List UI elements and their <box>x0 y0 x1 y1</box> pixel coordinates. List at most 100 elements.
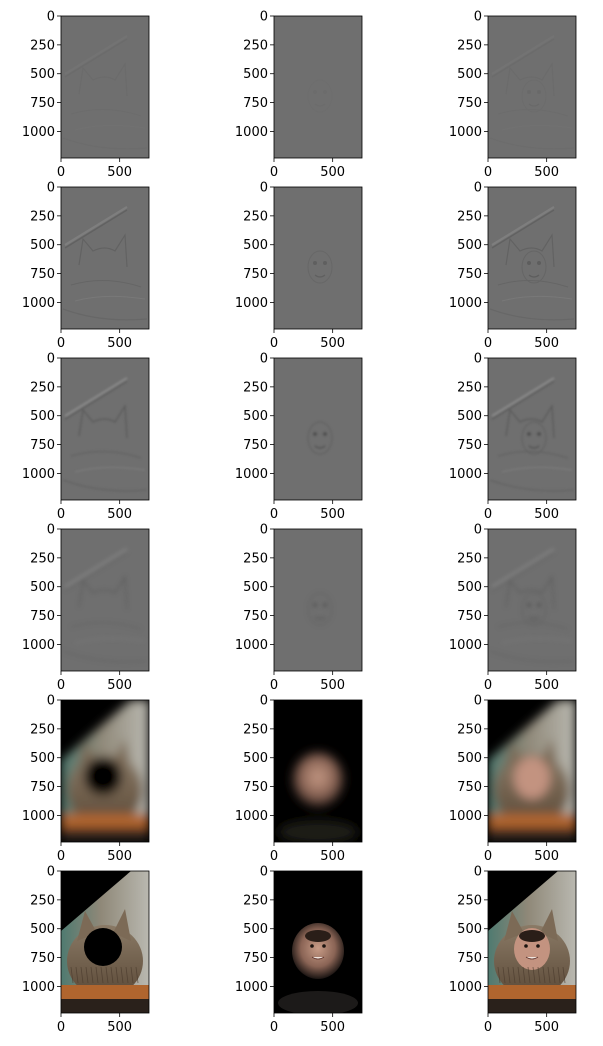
y-tick-label: 500 <box>243 751 268 766</box>
x-tick-label: 500 <box>107 678 132 693</box>
y-tick-label: 250 <box>243 722 268 737</box>
panel-r0-c0: 0 250 500 750 1000 0 500 <box>22 10 150 180</box>
y-tick-label: 1000 <box>449 638 482 653</box>
y-tick-label: 750 <box>457 96 482 111</box>
y-tick-label: 0 <box>260 10 268 25</box>
y-tick-label: 250 <box>243 209 268 224</box>
axes-frame <box>487 15 577 159</box>
x-tick-label: 0 <box>57 678 65 693</box>
x-tick-label: 0 <box>270 849 278 864</box>
panel-r2-c0: 0 250 500 750 1000 0 500 <box>22 352 150 522</box>
y-tick-label: 250 <box>243 893 268 908</box>
axes-frame <box>487 357 577 501</box>
panel-r1-c1: 0 250 500 750 1000 0 500 <box>235 181 363 351</box>
y-tick-label: 250 <box>243 38 268 53</box>
y-tick-label: 0 <box>260 352 268 367</box>
y-tick-label: 0 <box>474 10 482 25</box>
y-tick-label: 750 <box>30 96 55 111</box>
y-tick-label: 1000 <box>449 467 482 482</box>
y-tick-label: 1000 <box>22 638 55 653</box>
y-tick-label: 750 <box>243 267 268 282</box>
x-tick-label: 0 <box>484 507 492 522</box>
y-tick-label: 500 <box>243 67 268 82</box>
y-tick-label: 250 <box>457 380 482 395</box>
panel-r4-c2: 0 250 500 750 1000 0 500 <box>449 694 577 864</box>
y-tick-label: 500 <box>30 922 55 937</box>
panel-r3-c1: 0 250 500 750 1000 0 500 <box>235 523 363 693</box>
y-tick-label: 750 <box>30 780 55 795</box>
axes-frame <box>273 186 363 330</box>
x-tick-label: 500 <box>320 849 345 864</box>
y-tick-label: 0 <box>474 865 482 880</box>
y-tick-label: 1000 <box>235 296 268 311</box>
y-tick-label: 750 <box>457 609 482 624</box>
x-tick-label: 0 <box>484 678 492 693</box>
y-tick-label: 500 <box>243 922 268 937</box>
x-tick-label: 500 <box>107 336 132 351</box>
x-tick-label: 500 <box>107 1020 132 1035</box>
x-tick-label: 500 <box>320 165 345 180</box>
x-tick-label: 0 <box>270 507 278 522</box>
y-tick-label: 1000 <box>235 809 268 824</box>
y-tick-label: 500 <box>457 580 482 595</box>
axes-frame <box>60 186 150 330</box>
axes-frame <box>60 15 150 159</box>
y-tick-label: 1000 <box>449 980 482 995</box>
panel-r3-c2: 0 250 500 750 1000 0 500 <box>449 523 577 693</box>
y-tick-label: 750 <box>243 951 268 966</box>
panel-r5-c1: 0 250 500 750 1000 0 500 <box>235 865 363 1035</box>
y-tick-label: 1000 <box>235 980 268 995</box>
y-tick-label: 500 <box>457 67 482 82</box>
panel-r2-c2: 0 250 500 750 1000 0 500 <box>449 352 577 522</box>
x-tick-label: 0 <box>270 1020 278 1035</box>
y-tick-label: 500 <box>457 751 482 766</box>
axes-frame <box>273 870 363 1014</box>
panel-r4-c1: 0 250 500 750 1000 0 500 <box>235 694 363 864</box>
y-tick-label: 1000 <box>22 809 55 824</box>
y-tick-label: 750 <box>243 609 268 624</box>
y-tick-label: 500 <box>243 580 268 595</box>
y-tick-label: 750 <box>30 609 55 624</box>
y-tick-label: 500 <box>30 67 55 82</box>
y-tick-label: 0 <box>47 694 55 709</box>
y-tick-label: 250 <box>30 209 55 224</box>
y-tick-label: 250 <box>457 209 482 224</box>
x-tick-label: 0 <box>270 678 278 693</box>
y-tick-label: 1000 <box>235 638 268 653</box>
y-tick-label: 0 <box>47 865 55 880</box>
y-tick-label: 250 <box>30 551 55 566</box>
x-tick-label: 0 <box>484 165 492 180</box>
axes-frame <box>487 186 577 330</box>
x-tick-label: 500 <box>107 849 132 864</box>
x-tick-label: 500 <box>534 849 559 864</box>
y-tick-label: 0 <box>260 694 268 709</box>
y-tick-label: 750 <box>30 951 55 966</box>
y-tick-label: 250 <box>457 551 482 566</box>
y-tick-label: 1000 <box>449 296 482 311</box>
y-tick-label: 0 <box>260 181 268 196</box>
axes-frame <box>487 699 577 843</box>
x-tick-label: 0 <box>270 165 278 180</box>
y-tick-label: 1000 <box>449 809 482 824</box>
x-tick-label: 0 <box>484 1020 492 1035</box>
x-tick-label: 500 <box>534 336 559 351</box>
x-tick-label: 500 <box>534 678 559 693</box>
y-tick-label: 0 <box>474 523 482 538</box>
y-tick-label: 250 <box>243 551 268 566</box>
axes-frame <box>273 357 363 501</box>
x-tick-label: 0 <box>484 336 492 351</box>
y-tick-label: 0 <box>474 694 482 709</box>
panel-r2-c1: 0 250 500 750 1000 0 500 <box>235 352 363 522</box>
y-tick-label: 500 <box>243 238 268 253</box>
panel-r5-c2: 0 250 500 750 1000 0 500 <box>449 865 577 1035</box>
panel-r5-c0: 0 250 500 750 1000 0 500 <box>22 865 150 1035</box>
y-tick-label: 0 <box>47 181 55 196</box>
panel-r3-c0: 0 250 500 750 1000 0 500 <box>22 523 150 693</box>
panel-r1-c2: 0 250 500 750 1000 0 500 <box>449 181 577 351</box>
y-tick-label: 750 <box>457 267 482 282</box>
x-tick-label: 0 <box>57 849 65 864</box>
y-tick-label: 250 <box>457 893 482 908</box>
axes-frame <box>60 357 150 501</box>
y-tick-label: 500 <box>30 238 55 253</box>
